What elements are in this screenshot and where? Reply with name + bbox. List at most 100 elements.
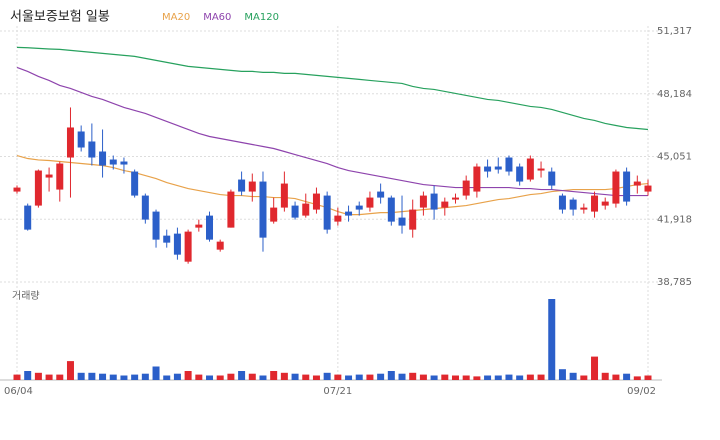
ma-line — [16, 154, 649, 216]
volume-bar — [77, 372, 85, 380]
volume-bar — [280, 372, 288, 380]
volume-bar — [334, 374, 342, 380]
candle-body — [569, 199, 577, 210]
candle-body — [387, 197, 395, 222]
volume-bar — [580, 375, 588, 380]
volume-bar — [366, 374, 374, 380]
candle-body — [131, 171, 139, 196]
candle-body — [526, 158, 534, 180]
y-tick-label: 48,184 — [657, 89, 692, 100]
candle-body — [345, 211, 353, 216]
candle-body — [163, 235, 171, 243]
candle-body — [516, 166, 524, 182]
volume-bar — [398, 373, 406, 380]
candle-body — [537, 168, 545, 171]
legend-entry: MA60 — [203, 12, 231, 23]
candle-body — [99, 151, 107, 166]
volume-bar — [141, 373, 149, 380]
candle-body — [505, 157, 513, 172]
volume-bar — [163, 375, 171, 380]
candle-body — [591, 195, 599, 212]
volume-bar — [451, 375, 459, 380]
candle-body — [227, 191, 235, 228]
volume-bar — [45, 374, 53, 380]
volume-bar — [430, 375, 438, 380]
volume-label: 거래량 — [12, 290, 40, 302]
volume-bar — [644, 375, 652, 380]
x-tick-label: 09/02 — [627, 386, 656, 397]
volume-bar — [612, 374, 620, 380]
volume-bar — [441, 374, 449, 380]
volume-bar — [216, 375, 224, 380]
volume-bar — [195, 374, 203, 380]
volume-bar — [537, 374, 545, 380]
candle-body — [312, 193, 320, 210]
candle-body — [259, 181, 267, 238]
legend-entry: MA120 — [244, 12, 279, 23]
volume-bar — [484, 375, 492, 380]
volume-bar — [238, 371, 246, 380]
candle-body — [558, 195, 566, 210]
volume-bar — [526, 374, 534, 380]
volume-bar — [259, 375, 267, 380]
volume-bar — [302, 374, 310, 380]
volume-bar — [591, 356, 599, 380]
candle-body — [216, 241, 224, 250]
volume-bar — [601, 372, 609, 380]
volume-bar — [505, 374, 513, 380]
candle-body — [633, 181, 641, 186]
candle-body — [120, 161, 128, 165]
volume-bar — [227, 373, 235, 380]
candle-body — [366, 197, 374, 208]
candle-body — [152, 211, 160, 240]
candle-body — [644, 185, 652, 192]
ma-line — [16, 66, 648, 197]
candle-body — [441, 201, 449, 208]
candle-body — [88, 141, 96, 158]
candle-body — [77, 131, 85, 148]
volume-bar — [206, 375, 214, 380]
candle-body — [548, 171, 556, 186]
volume-bar — [377, 373, 385, 380]
candle-body — [56, 163, 64, 190]
ma-line — [16, 46, 649, 131]
candle-body — [419, 195, 427, 208]
candle-body — [494, 166, 502, 170]
candle-body — [248, 181, 256, 192]
candle-body — [206, 215, 214, 240]
candle-body — [34, 170, 42, 206]
candle-body — [473, 166, 481, 192]
volume-bar — [462, 375, 470, 380]
volume-bar — [569, 372, 577, 380]
candle-body — [302, 203, 310, 216]
volume-bar — [323, 372, 331, 380]
volume-bar — [24, 371, 32, 380]
candle-body — [580, 207, 588, 210]
volume-bar — [355, 374, 363, 380]
volume-bar — [558, 369, 566, 380]
volume-bar — [312, 375, 320, 380]
volume-bar — [99, 373, 107, 380]
volume-bar — [248, 373, 256, 380]
candle-body — [377, 191, 385, 198]
candle-body — [141, 195, 149, 220]
candle-body — [109, 159, 117, 165]
candle-body — [13, 187, 21, 192]
volume-bar — [345, 375, 353, 380]
volume-bar — [13, 374, 21, 380]
volume-bar — [291, 373, 299, 380]
legend-entry: MA20 — [162, 12, 190, 23]
volume-bar — [623, 373, 631, 380]
volume-bar — [34, 372, 42, 380]
volume-bar — [109, 374, 117, 380]
volume-bar — [56, 374, 64, 380]
candle-body — [280, 183, 288, 208]
candle-body — [270, 207, 278, 222]
candle-body — [238, 179, 246, 192]
x-tick-label: 06/04 — [4, 386, 33, 397]
volume-bar — [173, 373, 181, 380]
volume-bar — [270, 371, 278, 380]
y-tick-label: 38,785 — [657, 277, 692, 288]
y-tick-label: 45,051 — [657, 152, 692, 163]
